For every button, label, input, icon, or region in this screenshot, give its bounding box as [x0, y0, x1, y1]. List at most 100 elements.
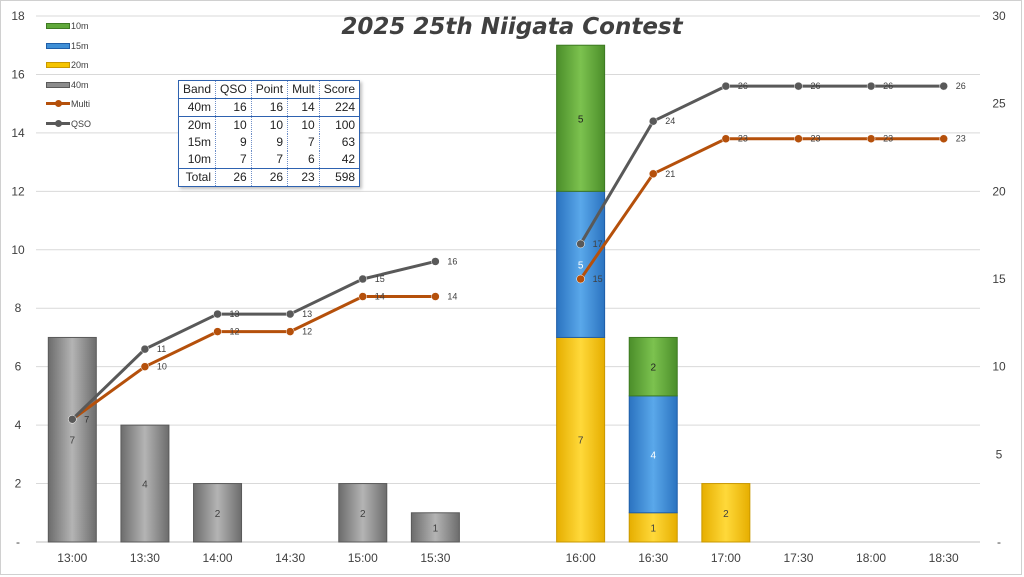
table-header-cell: Band	[178, 80, 217, 99]
table-cell: 9	[251, 134, 289, 151]
bar-data-label: 2	[723, 509, 729, 520]
legend-swatch-10m	[46, 23, 70, 29]
line-multi	[71, 295, 436, 421]
point-multi	[648, 169, 658, 179]
bar-40m	[410, 512, 460, 543]
point-label-qso: 26	[956, 81, 966, 91]
bar-data-label: 5	[578, 114, 584, 125]
bar-20m	[701, 483, 751, 543]
legend-item-multi: Multi	[46, 98, 136, 118]
table-cell: 598	[319, 168, 360, 187]
bar-data-label: 7	[70, 436, 76, 447]
y-left-tick-label: 2	[15, 477, 22, 491]
point-label-qso: 24	[665, 116, 675, 126]
point-label-qso: 26	[738, 81, 748, 91]
bar-40m	[120, 424, 170, 543]
point-label-qso: 17	[593, 239, 603, 249]
y-right-tick-label: 25	[992, 97, 1006, 111]
y-right-tick-label: 5	[996, 447, 1003, 461]
bar-40m	[338, 483, 388, 543]
table-cell: 16	[251, 98, 289, 117]
legend-label-15m: 15m	[71, 40, 89, 51]
point-qso	[721, 81, 731, 91]
point-multi	[794, 134, 803, 143]
line-multi	[579, 137, 944, 280]
table-cell: 10m	[178, 151, 217, 169]
table-header-cell: Point	[251, 80, 289, 99]
point-qso	[285, 309, 295, 319]
table-row: 10m 7 7 6 42	[178, 151, 360, 169]
table-cell: 10	[251, 116, 289, 134]
table-cell: 14	[287, 98, 320, 117]
point-label-multi: 12	[230, 327, 240, 337]
table-cell: 7	[287, 134, 320, 151]
table-cell: Total	[178, 168, 217, 187]
point-multi	[358, 292, 368, 301]
bar-20m	[556, 336, 606, 543]
bar-data-label: 2	[215, 509, 221, 520]
y-left-tick-label: -	[16, 535, 20, 549]
point-label-multi: 23	[883, 134, 893, 144]
legend-item-10m: 10m	[46, 20, 136, 40]
point-multi	[431, 292, 440, 301]
point-label-qso: 13	[302, 309, 312, 319]
chart-title: 2025 25th Niigata Contest	[341, 14, 683, 40]
table-cell: 23	[287, 168, 320, 187]
table-cell: 20m	[178, 116, 217, 134]
point-qso	[794, 81, 803, 91]
table-cell: 10	[215, 116, 252, 134]
y-left-tick-label: 16	[11, 67, 25, 81]
x-tick-label: 14:00	[203, 551, 233, 565]
bar-data-label: 1	[433, 523, 439, 534]
legend-item-40m: 40m	[46, 79, 136, 99]
table-cell: 40m	[178, 98, 217, 117]
point-multi	[939, 134, 948, 143]
y-left-tick-label: 14	[11, 126, 25, 140]
point-label-multi: 7	[84, 414, 89, 424]
bar-10m	[556, 44, 606, 192]
y-left-tick-label: 10	[11, 243, 25, 257]
point-label-qso: 26	[810, 81, 820, 91]
bar-data-label: 2	[360, 509, 366, 520]
line-qso	[71, 260, 436, 421]
point-multi	[576, 274, 585, 284]
point-qso	[358, 274, 368, 284]
y-left-tick-label: 4	[15, 418, 22, 432]
y-right-tick-label: -	[997, 535, 1001, 549]
point-label-qso: 15	[375, 274, 385, 284]
x-tick-label: 16:30	[638, 551, 668, 565]
table-cell: 15m	[178, 134, 217, 151]
bar-data-label: 7	[578, 436, 584, 447]
bar-data-label: 5	[578, 260, 584, 271]
y-right-tick-label: 15	[992, 272, 1006, 286]
point-qso	[431, 257, 440, 266]
bar-data-label: 4	[142, 480, 148, 491]
x-tick-label: 18:00	[856, 551, 886, 565]
point-multi	[213, 327, 222, 336]
table-cell: 9	[215, 134, 252, 151]
table-cell: 6	[287, 151, 320, 169]
legend: 10m 15m 20m 40m Multi QSO	[46, 20, 136, 137]
x-tick-label: 15:00	[348, 551, 378, 565]
legend-swatch-40m	[46, 81, 70, 88]
x-tick-label: 14:30	[275, 551, 305, 565]
table-header-cell: QSO	[215, 80, 252, 99]
point-label-multi: 15	[593, 274, 603, 284]
x-tick-label: 17:30	[783, 551, 813, 565]
point-label-qso: 16	[447, 256, 457, 266]
table-header-row: Band QSO Point Mult Score	[178, 80, 360, 99]
x-tick-label: 15:30	[420, 551, 450, 565]
y-right-tick-label: 30	[992, 9, 1006, 23]
y-left-tick-label: 6	[15, 360, 22, 374]
table-row: 40m 16 16 14 224	[178, 98, 360, 117]
legend-label-20m: 20m	[71, 60, 89, 70]
point-qso	[576, 239, 585, 249]
table-total-row: Total 26 26 23 598	[178, 168, 360, 187]
x-tick-label: 13:00	[57, 551, 87, 565]
table-cell: 7	[215, 151, 252, 169]
point-label-multi: 23	[738, 134, 748, 144]
point-label-multi: 21	[665, 169, 675, 179]
x-tick-label: 13:30	[130, 551, 160, 565]
